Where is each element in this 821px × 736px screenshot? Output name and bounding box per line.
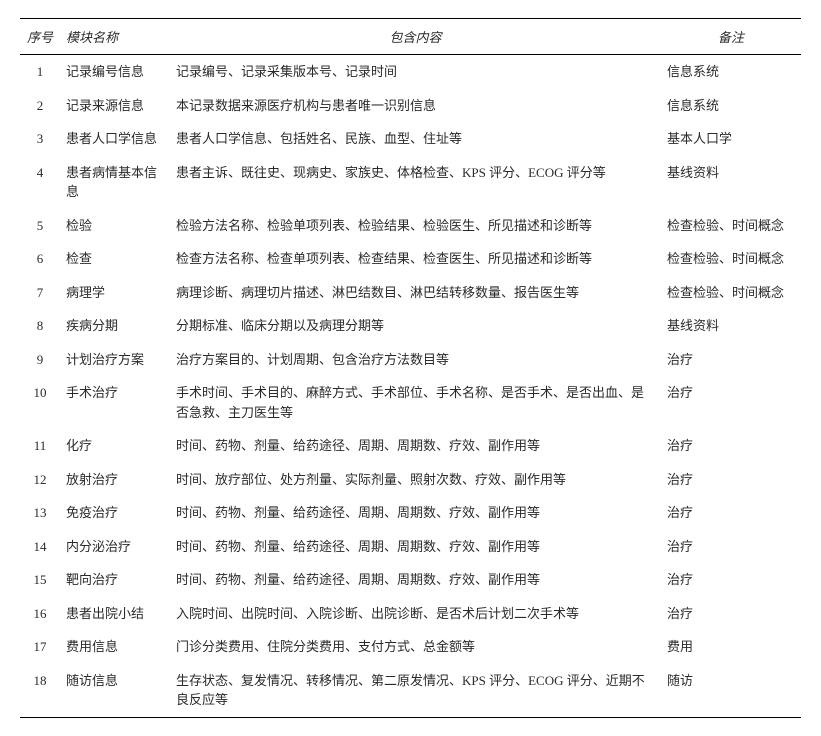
cell-remark: 治疗 (661, 597, 801, 631)
table-row: 9计划治疗方案治疗方案目的、计划周期、包含治疗方法数目等治疗 (20, 343, 801, 377)
cell-content: 时间、药物、剂量、给药途径、周期、周期数、疗效、副作用等 (170, 530, 661, 564)
cell-seq: 11 (20, 429, 60, 463)
cell-content: 生存状态、复发情况、转移情况、第二原发情况、KPS 评分、ECOG 评分、近期不… (170, 664, 661, 718)
cell-seq: 5 (20, 209, 60, 243)
cell-seq: 16 (20, 597, 60, 631)
table-row: 15靶向治疗时间、药物、剂量、给药途径、周期、周期数、疗效、副作用等治疗 (20, 563, 801, 597)
cell-remark: 治疗 (661, 343, 801, 377)
cell-content: 入院时间、出院时间、入院诊断、出院诊断、是否术后计划二次手术等 (170, 597, 661, 631)
cell-remark: 信息系统 (661, 89, 801, 123)
cell-content: 时间、放疗部位、处方剂量、实际剂量、照射次数、疗效、副作用等 (170, 463, 661, 497)
cell-content: 门诊分类费用、住院分类费用、支付方式、总金额等 (170, 630, 661, 664)
cell-content: 分期标准、临床分期以及病理分期等 (170, 309, 661, 343)
cell-remark: 基本人口学 (661, 122, 801, 156)
table-row: 16患者出院小结入院时间、出院时间、入院诊断、出院诊断、是否术后计划二次手术等治… (20, 597, 801, 631)
cell-seq: 13 (20, 496, 60, 530)
cell-remark: 治疗 (661, 463, 801, 497)
cell-name: 放射治疗 (60, 463, 170, 497)
cell-content: 时间、药物、剂量、给药途径、周期、周期数、疗效、副作用等 (170, 563, 661, 597)
cell-seq: 10 (20, 376, 60, 429)
table-row: 18随访信息生存状态、复发情况、转移情况、第二原发情况、KPS 评分、ECOG … (20, 664, 801, 718)
table-row: 8疾病分期分期标准、临床分期以及病理分期等基线资料 (20, 309, 801, 343)
cell-content: 时间、药物、剂量、给药途径、周期、周期数、疗效、副作用等 (170, 429, 661, 463)
cell-seq: 4 (20, 156, 60, 209)
cell-seq: 6 (20, 242, 60, 276)
cell-remark: 治疗 (661, 496, 801, 530)
cell-remark: 治疗 (661, 563, 801, 597)
cell-content: 本记录数据来源医疗机构与患者唯一识别信息 (170, 89, 661, 123)
table-body: 1记录编号信息记录编号、记录采集版本号、记录时间信息系统 2记录来源信息本记录数… (20, 55, 801, 718)
table-row: 7病理学病理诊断、病理切片描述、淋巴结数目、淋巴结转移数量、报告医生等检查检验、… (20, 276, 801, 310)
cell-seq: 12 (20, 463, 60, 497)
table-row: 17费用信息门诊分类费用、住院分类费用、支付方式、总金额等费用 (20, 630, 801, 664)
col-header-seq: 序号 (20, 19, 60, 55)
cell-remark: 基线资料 (661, 309, 801, 343)
table-row: 14内分泌治疗时间、药物、剂量、给药途径、周期、周期数、疗效、副作用等治疗 (20, 530, 801, 564)
table-row: 6检查检查方法名称、检查单项列表、检查结果、检查医生、所见描述和诊断等检查检验、… (20, 242, 801, 276)
table-row: 5检验检验方法名称、检验单项列表、检验结果、检验医生、所见描述和诊断等检查检验、… (20, 209, 801, 243)
cell-seq: 9 (20, 343, 60, 377)
cell-seq: 15 (20, 563, 60, 597)
cell-remark: 费用 (661, 630, 801, 664)
col-header-content: 包含内容 (170, 19, 661, 55)
col-header-name: 模块名称 (60, 19, 170, 55)
col-header-remark: 备注 (661, 19, 801, 55)
cell-seq: 1 (20, 55, 60, 89)
cell-name: 患者人口学信息 (60, 122, 170, 156)
cell-remark: 检查检验、时间概念 (661, 209, 801, 243)
cell-remark: 治疗 (661, 429, 801, 463)
cell-seq: 2 (20, 89, 60, 123)
cell-remark: 随访 (661, 664, 801, 718)
cell-name: 检验 (60, 209, 170, 243)
table-row: 10手术治疗手术时间、手术目的、麻醉方式、手术部位、手术名称、是否手术、是否出血… (20, 376, 801, 429)
cell-remark: 基线资料 (661, 156, 801, 209)
cell-seq: 3 (20, 122, 60, 156)
cell-remark: 检查检验、时间概念 (661, 276, 801, 310)
cell-content: 记录编号、记录采集版本号、记录时间 (170, 55, 661, 89)
cell-seq: 7 (20, 276, 60, 310)
cell-name: 随访信息 (60, 664, 170, 718)
cell-name: 手术治疗 (60, 376, 170, 429)
cell-seq: 18 (20, 664, 60, 718)
table-row: 1记录编号信息记录编号、记录采集版本号、记录时间信息系统 (20, 55, 801, 89)
table-row: 2记录来源信息本记录数据来源医疗机构与患者唯一识别信息信息系统 (20, 89, 801, 123)
cell-name: 疾病分期 (60, 309, 170, 343)
table-row: 4患者病情基本信息患者主诉、既往史、现病史、家族史、体格检查、KPS 评分、EC… (20, 156, 801, 209)
cell-name: 化疗 (60, 429, 170, 463)
cell-name: 内分泌治疗 (60, 530, 170, 564)
table-row: 11化疗时间、药物、剂量、给药途径、周期、周期数、疗效、副作用等治疗 (20, 429, 801, 463)
table-row: 12放射治疗时间、放疗部位、处方剂量、实际剂量、照射次数、疗效、副作用等治疗 (20, 463, 801, 497)
table-row: 3患者人口学信息患者人口学信息、包括姓名、民族、血型、住址等基本人口学 (20, 122, 801, 156)
cell-content: 治疗方案目的、计划周期、包含治疗方法数目等 (170, 343, 661, 377)
cell-content: 患者主诉、既往史、现病史、家族史、体格检查、KPS 评分、ECOG 评分等 (170, 156, 661, 209)
cell-seq: 17 (20, 630, 60, 664)
cell-name: 记录来源信息 (60, 89, 170, 123)
cell-name: 靶向治疗 (60, 563, 170, 597)
cell-name: 病理学 (60, 276, 170, 310)
cell-seq: 14 (20, 530, 60, 564)
cell-name: 记录编号信息 (60, 55, 170, 89)
table-row: 13免疫治疗时间、药物、剂量、给药途径、周期、周期数、疗效、副作用等治疗 (20, 496, 801, 530)
cell-remark: 治疗 (661, 376, 801, 429)
cell-name: 计划治疗方案 (60, 343, 170, 377)
cell-name: 患者病情基本信息 (60, 156, 170, 209)
cell-remark: 检查检验、时间概念 (661, 242, 801, 276)
cell-content: 检查方法名称、检查单项列表、检查结果、检查医生、所见描述和诊断等 (170, 242, 661, 276)
cell-content: 时间、药物、剂量、给药途径、周期、周期数、疗效、副作用等 (170, 496, 661, 530)
data-table: 序号 模块名称 包含内容 备注 1记录编号信息记录编号、记录采集版本号、记录时间… (20, 18, 801, 718)
cell-name: 检查 (60, 242, 170, 276)
cell-seq: 8 (20, 309, 60, 343)
table-header-row: 序号 模块名称 包含内容 备注 (20, 19, 801, 55)
cell-content: 患者人口学信息、包括姓名、民族、血型、住址等 (170, 122, 661, 156)
cell-remark: 信息系统 (661, 55, 801, 89)
cell-name: 患者出院小结 (60, 597, 170, 631)
cell-name: 免疫治疗 (60, 496, 170, 530)
cell-remark: 治疗 (661, 530, 801, 564)
cell-content: 检验方法名称、检验单项列表、检验结果、检验医生、所见描述和诊断等 (170, 209, 661, 243)
cell-name: 费用信息 (60, 630, 170, 664)
cell-content: 手术时间、手术目的、麻醉方式、手术部位、手术名称、是否手术、是否出血、是否急救、… (170, 376, 661, 429)
cell-content: 病理诊断、病理切片描述、淋巴结数目、淋巴结转移数量、报告医生等 (170, 276, 661, 310)
